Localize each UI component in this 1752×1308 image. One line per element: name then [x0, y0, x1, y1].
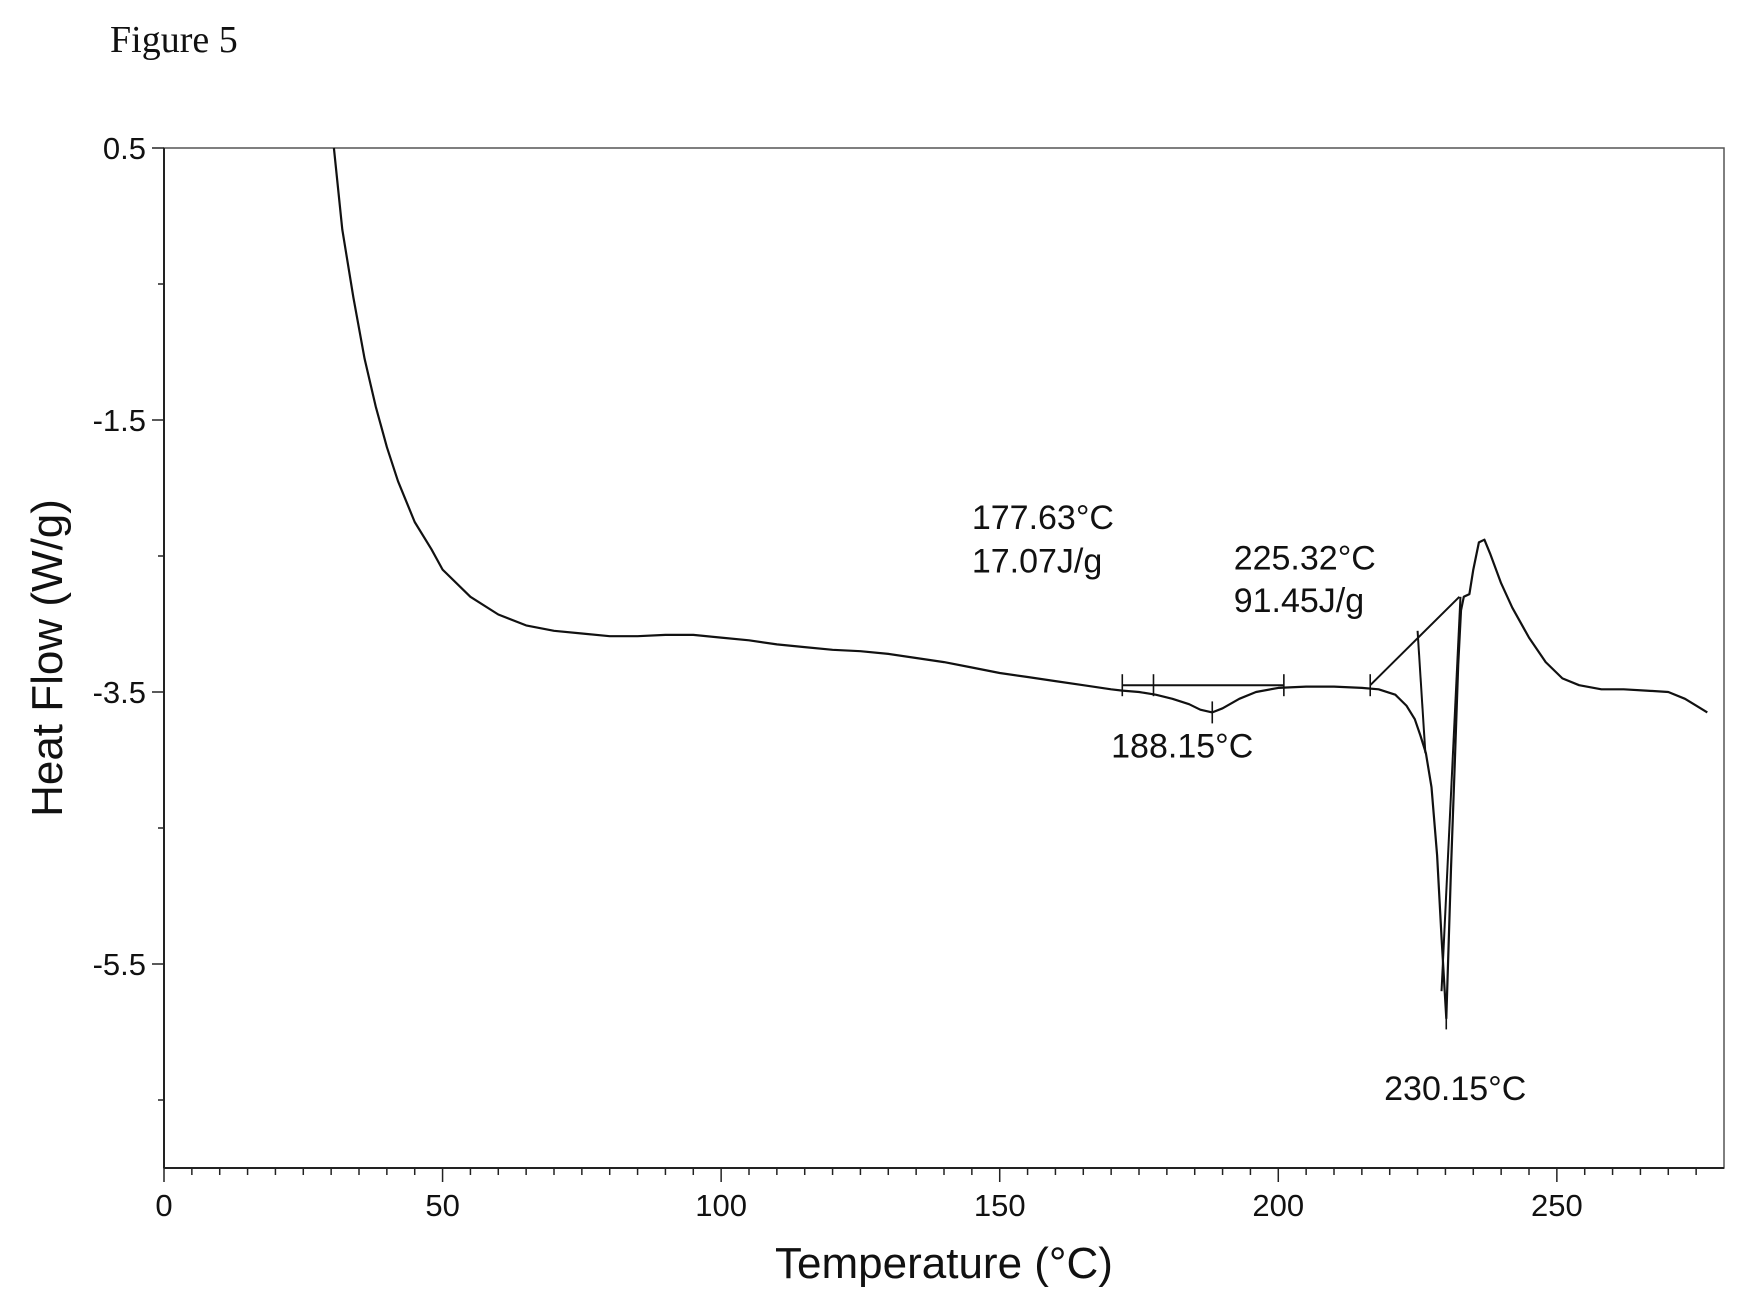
- x-tick-label: 50: [425, 1188, 459, 1223]
- figure-label: Figure 5: [110, 19, 238, 61]
- annotation-onset2_temp: 225.32°C: [1234, 540, 1376, 578]
- x-tick-label: 100: [695, 1188, 747, 1223]
- annotation-onset2_enthalpy: 91.45J/g: [1234, 582, 1364, 620]
- heat-flow-curve: [332, 147, 1708, 1020]
- annotation-peak1: 188.15°C: [1111, 727, 1253, 765]
- lines-layer: [332, 147, 1708, 1020]
- tangent-line: [1416, 630, 1427, 754]
- x-tick-label: 0: [155, 1188, 172, 1223]
- annotation-onset1_temp: 177.63°C: [972, 499, 1114, 537]
- x-tick-label: 150: [974, 1188, 1026, 1223]
- x-axis-title: Temperature (°C): [775, 1239, 1113, 1288]
- markers-layer: [1121, 674, 1448, 1030]
- x-tick-label: 200: [1252, 1188, 1304, 1223]
- y-tick-label: -5.5: [93, 947, 146, 982]
- ticks-layer: 0 50 100 150 200 250 0.5 -1.5 -3.5 -5.5: [93, 131, 1697, 1223]
- x-tick-label: 250: [1531, 1188, 1583, 1223]
- annotations-layer: 177.63°C 17.07J/g 188.15°C 225.32°C 91.45J/g…: [972, 499, 1526, 1108]
- y-axis-title: Heat Flow (W/g): [23, 499, 72, 817]
- y-tick-label: -1.5: [93, 403, 146, 438]
- y-tick-label: -3.5: [93, 675, 146, 710]
- plot-frame: [163, 147, 1725, 1169]
- annotation-onset1_enthalpy: 17.07J/g: [972, 542, 1102, 580]
- annotation-peak2: 230.15°C: [1384, 1070, 1526, 1108]
- tangent-line: [1440, 596, 1462, 992]
- y-tick-label: 0.5: [103, 131, 146, 166]
- integration-baseline: [1369, 596, 1461, 686]
